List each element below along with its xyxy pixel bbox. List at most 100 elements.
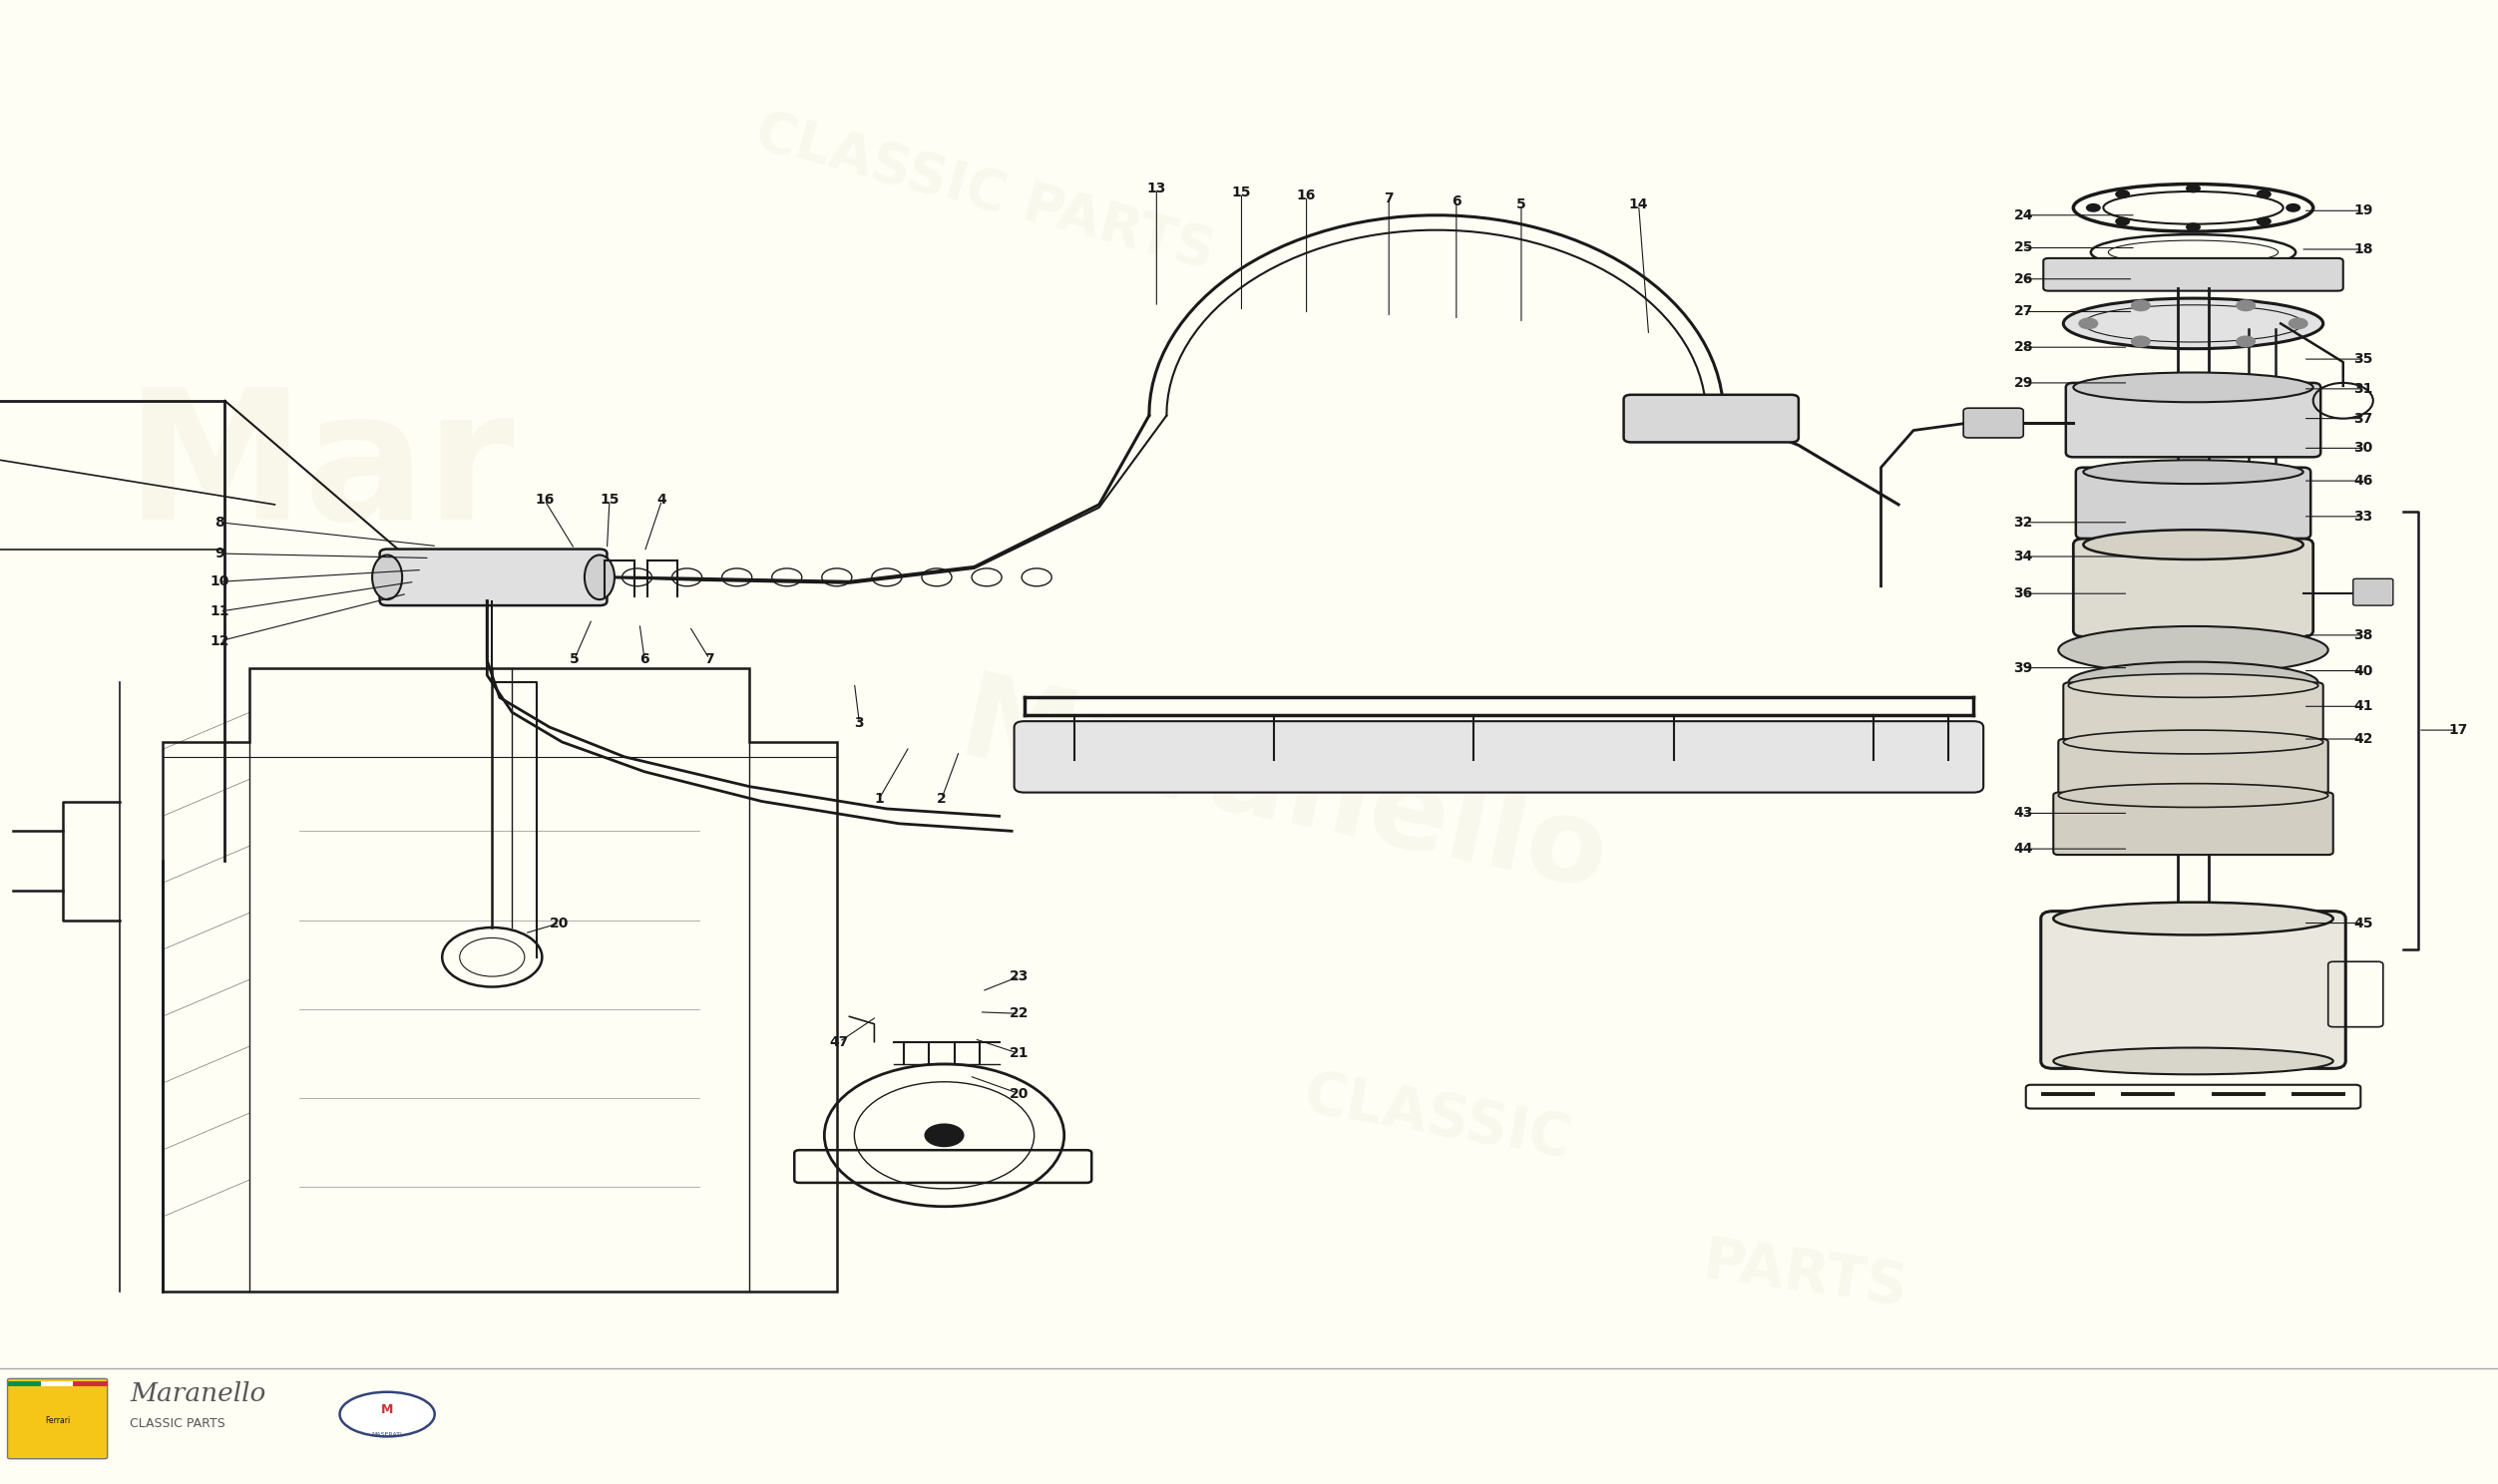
Text: 46: 46 [2353,473,2373,488]
Text: Maranello: Maranello [949,666,1619,916]
Text: 6: 6 [639,651,649,666]
Circle shape [2131,300,2151,312]
FancyBboxPatch shape [2053,792,2333,855]
Text: 36: 36 [2013,586,2033,601]
Text: 34: 34 [2013,549,2033,564]
Text: 44: 44 [2013,841,2033,856]
Text: 31: 31 [2353,381,2373,396]
FancyBboxPatch shape [2058,739,2328,801]
Text: Ferrari: Ferrari [45,1416,70,1425]
Ellipse shape [2083,530,2303,559]
Text: 37: 37 [2353,411,2373,426]
FancyBboxPatch shape [1963,408,2023,438]
Ellipse shape [2083,460,2303,484]
Text: 42: 42 [2353,732,2373,746]
Text: 22: 22 [1009,1006,1029,1021]
Ellipse shape [372,555,402,600]
Text: CLASSIC PARTS: CLASSIC PARTS [130,1417,225,1431]
Circle shape [2236,300,2256,312]
Text: 39: 39 [2013,660,2033,675]
Ellipse shape [2063,730,2323,754]
Text: 47: 47 [829,1034,849,1049]
Circle shape [2131,335,2151,347]
Text: CLASSIC PARTS: CLASSIC PARTS [749,105,1219,279]
FancyBboxPatch shape [2041,911,2346,1068]
Ellipse shape [585,555,615,600]
Text: 20: 20 [550,916,570,930]
Text: 21: 21 [1009,1046,1029,1061]
Circle shape [924,1123,964,1147]
Text: 4: 4 [657,493,667,508]
Circle shape [2256,217,2271,226]
FancyBboxPatch shape [2043,258,2343,291]
Text: PARTS: PARTS [1699,1233,1911,1318]
Text: 26: 26 [2013,272,2033,286]
Text: 6: 6 [1451,194,1461,209]
Text: 33: 33 [2353,509,2373,524]
Circle shape [2086,203,2101,212]
Ellipse shape [2063,298,2323,349]
Text: 1: 1 [874,791,884,806]
Text: 10: 10 [210,574,230,589]
Circle shape [2116,217,2131,226]
Text: 32: 32 [2013,515,2033,530]
Text: 25: 25 [2013,240,2033,255]
Circle shape [2078,318,2098,329]
Circle shape [2116,190,2131,199]
Circle shape [2236,335,2256,347]
FancyBboxPatch shape [1014,721,1983,792]
Text: 17: 17 [2448,723,2468,738]
FancyBboxPatch shape [2066,383,2321,457]
Text: 30: 30 [2353,441,2373,456]
Ellipse shape [2053,902,2333,935]
Text: M: M [382,1404,392,1416]
Text: 45: 45 [2353,916,2373,930]
FancyBboxPatch shape [380,549,607,605]
Text: 19: 19 [2353,203,2373,218]
Ellipse shape [2068,662,2318,703]
Text: 14: 14 [1629,197,1649,212]
Circle shape [2288,318,2308,329]
FancyBboxPatch shape [2063,683,2323,748]
Circle shape [2256,190,2271,199]
Text: 16: 16 [535,493,555,508]
Circle shape [2286,203,2301,212]
Text: 15: 15 [1232,186,1251,200]
Ellipse shape [2068,674,2318,697]
Text: 8: 8 [215,515,225,530]
Text: 29: 29 [2013,375,2033,390]
Text: MASERATI: MASERATI [372,1432,402,1438]
Text: 38: 38 [2353,628,2373,643]
Text: 5: 5 [1516,197,1526,212]
Ellipse shape [2073,372,2313,402]
Text: 5: 5 [570,651,580,666]
Text: 28: 28 [2013,340,2033,355]
Ellipse shape [2058,784,2328,807]
Text: 15: 15 [600,493,620,508]
Text: 41: 41 [2353,699,2373,714]
Text: CLASSIC: CLASSIC [1299,1067,1576,1169]
Text: 27: 27 [2013,304,2033,319]
Ellipse shape [2053,1048,2333,1074]
Text: 13: 13 [1147,181,1167,196]
FancyBboxPatch shape [2353,579,2393,605]
Text: 35: 35 [2353,352,2373,367]
Text: 23: 23 [1009,969,1029,984]
FancyBboxPatch shape [1624,395,1799,442]
Circle shape [2186,223,2201,232]
Text: 2: 2 [937,791,947,806]
Ellipse shape [340,1392,435,1437]
Text: 7: 7 [1384,191,1394,206]
Text: 18: 18 [2353,242,2373,257]
Text: 24: 24 [2013,208,2033,223]
FancyBboxPatch shape [2076,467,2311,539]
Text: 9: 9 [215,546,225,561]
Text: 3: 3 [854,715,864,730]
Text: 20: 20 [1009,1086,1029,1101]
Circle shape [2186,184,2201,193]
Text: 12: 12 [210,634,230,649]
Ellipse shape [2058,626,2328,674]
FancyBboxPatch shape [7,1379,107,1459]
Text: 16: 16 [1296,188,1316,203]
Text: 43: 43 [2013,806,2033,821]
